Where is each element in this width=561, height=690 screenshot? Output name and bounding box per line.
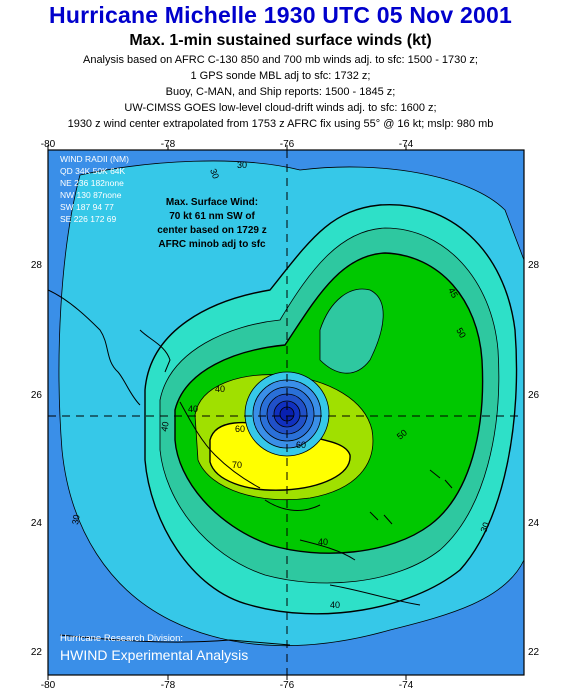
contour-label: 30 <box>208 167 221 180</box>
contour-labels: 30 30 40 40 45 50 50 60 40 30 30 40 60 7… <box>70 160 491 610</box>
contour-label: 30 <box>478 521 491 534</box>
lat-label-left-28: 28 <box>31 260 43 271</box>
wind-contours <box>48 160 524 647</box>
max-wind-line: center based on 1729 z <box>157 225 267 236</box>
lat-label-left-24: 24 <box>31 518 43 529</box>
contour-label: 40 <box>215 384 225 394</box>
lon-label-bottom-78: -78 <box>161 680 176 690</box>
map-frame <box>47 149 525 676</box>
wind-radii-row: SW 187 94 77 <box>60 202 114 212</box>
contour-label: 60 <box>235 424 245 434</box>
map-subtitle: Max. 1-min sustained surface winds (kt) <box>129 32 432 49</box>
wind-radii-row: NW 130 87none <box>60 190 122 200</box>
contour-label: 60 <box>296 440 306 450</box>
contour-label: 40 <box>159 421 171 433</box>
contour-label: 70 <box>232 460 242 470</box>
contour-label: 40 <box>318 537 328 547</box>
footer-product: HWIND Experimental Analysis <box>60 647 248 663</box>
wind-radii-title: WIND RADII (NM) <box>60 154 129 164</box>
wind-radii-header: QD 34K 50K 64K <box>60 166 126 176</box>
map-title: Hurricane Michelle 1930 UTC 05 Nov 2001 <box>49 2 512 28</box>
contour-label: 30 <box>70 514 82 526</box>
wind-radii-row: NE 236 182none <box>60 178 124 188</box>
wind-radii-table: WIND RADII (NM) QD 34K 50K 64K NE 236 18… <box>60 154 129 224</box>
analysis-line-5: 1930 z wind center extrapolated from 175… <box>67 118 494 130</box>
analysis-line-3: Buoy, C-MAN, and Ship reports: 1500 - 18… <box>165 86 396 98</box>
wind-inner-tongue <box>319 288 384 374</box>
lon-label-top-80: -80 <box>41 139 56 150</box>
analysis-line-1: Analysis based on AFRC C-130 850 and 700… <box>82 54 478 66</box>
max-wind-annotation: Max. Surface Wind: 70 kt 61 nm SW of cen… <box>157 197 267 250</box>
contour-label: 30 <box>237 160 247 170</box>
contour-label: 40 <box>330 600 340 610</box>
footer-division: Hurricane Research Division: <box>60 633 183 644</box>
coastlines <box>48 289 453 646</box>
lat-label-right-26: 26 <box>528 390 540 401</box>
top-ticks <box>47 145 407 150</box>
lat-label-left-26: 26 <box>31 390 43 401</box>
lat-label-right-24: 24 <box>528 518 540 529</box>
analysis-line-4: UW-CIMSS GOES low-level cloud-drift wind… <box>124 102 437 114</box>
lon-label-top-74: -74 <box>399 139 414 150</box>
lon-label-bottom-80: -80 <box>41 680 56 690</box>
lon-label-top-78: -78 <box>161 139 176 150</box>
lon-label-bottom-76: -76 <box>280 680 295 690</box>
max-wind-line: 70 kt 61 nm SW of <box>169 211 255 222</box>
lon-label-top-76: -76 <box>280 139 295 150</box>
contour-label: 45 <box>446 286 460 300</box>
analysis-line-2: 1 GPS sonde MBL adj to sfc: 1732 z; <box>190 70 371 82</box>
contour-label: 40 <box>188 404 198 414</box>
wind-radii-row: SE 226 172 69 <box>60 214 117 224</box>
max-wind-line: AFRC minob adj to sfc <box>158 239 266 250</box>
contour-label: 50 <box>454 326 468 340</box>
max-wind-line: Max. Surface Wind: <box>166 197 258 208</box>
lat-label-left-22: 22 <box>31 647 43 658</box>
bottom-ticks <box>47 675 407 680</box>
lat-label-right-22: 22 <box>528 647 540 658</box>
lat-label-right-28: 28 <box>528 260 540 271</box>
contour-label: 50 <box>395 427 409 441</box>
lon-label-bottom-74: -74 <box>399 680 414 690</box>
